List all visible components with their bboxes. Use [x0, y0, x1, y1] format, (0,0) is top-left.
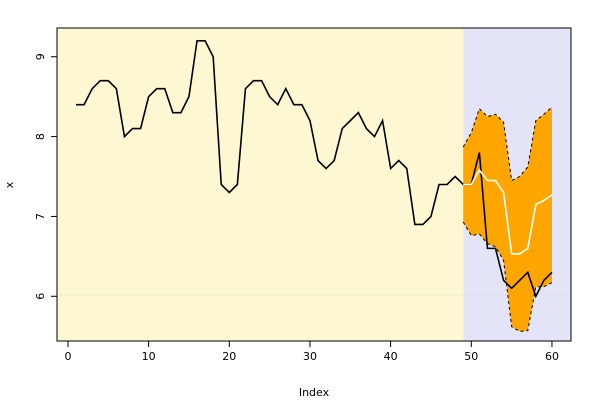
x-tick-label: 40 [384, 350, 398, 363]
x-axis-label: Index [299, 386, 330, 399]
interval-bound [462, 106, 553, 182]
y-tick-label: 9 [34, 53, 47, 60]
y-axis-label: x [3, 181, 16, 188]
series-line [463, 168, 553, 255]
x-tick-label: 10 [142, 350, 156, 363]
x-tick-label: 30 [303, 350, 317, 363]
plot-frame [56, 27, 572, 342]
series-line [76, 39, 553, 299]
background-region [57, 28, 464, 341]
y-tick-label: 7 [34, 213, 47, 220]
x-tick-label: 60 [545, 350, 559, 363]
y-tick-label: 6 [34, 293, 47, 300]
y-tick-label: 8 [34, 133, 47, 140]
x-tick-label: 50 [464, 350, 478, 363]
x-tick-label: 20 [222, 350, 236, 363]
x-tick-label: 0 [64, 350, 71, 363]
